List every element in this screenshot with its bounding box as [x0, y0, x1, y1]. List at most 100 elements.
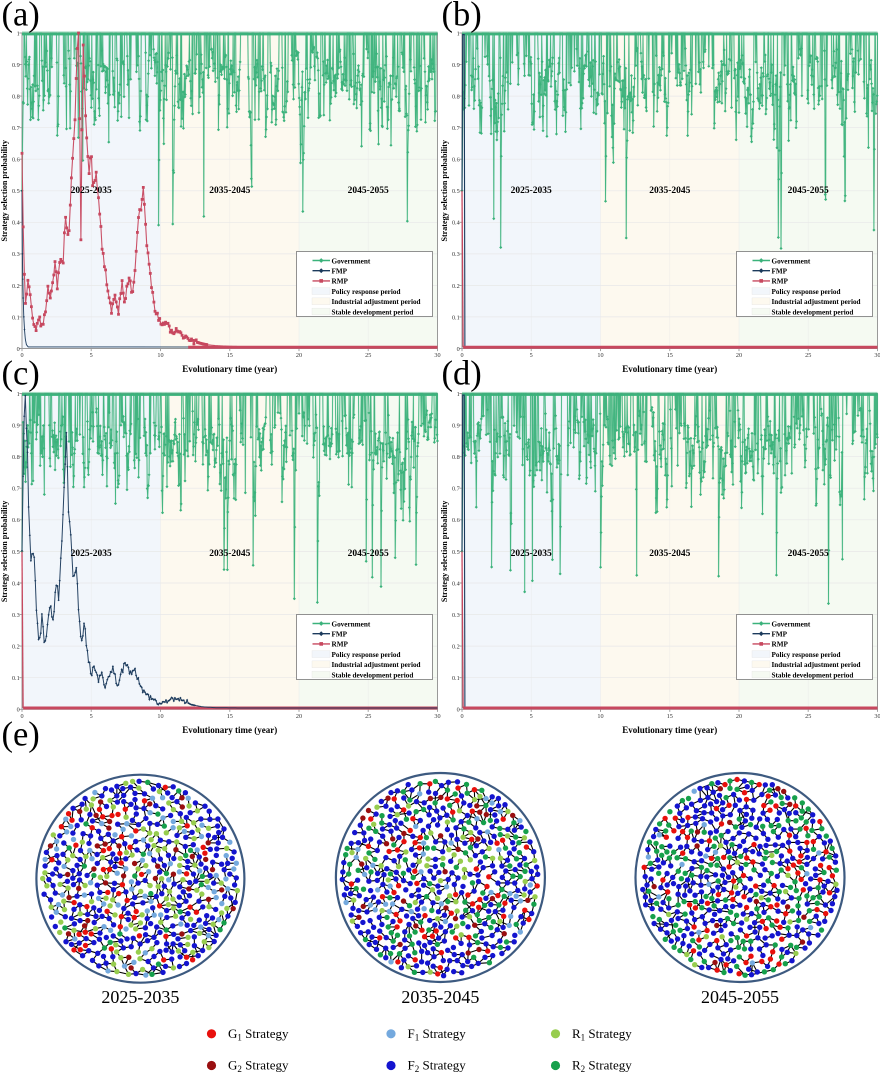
svg-text:0: 0	[20, 352, 23, 359]
svg-text:0.2: 0.2	[452, 644, 460, 651]
svg-text:0.4: 0.4	[452, 220, 460, 227]
svg-text:G2 Strategy: G2 Strategy	[228, 1058, 289, 1075]
svg-text:0.6: 0.6	[452, 157, 460, 164]
svg-text:Stable development period: Stable development period	[772, 308, 854, 316]
svg-text:0.8: 0.8	[12, 454, 20, 461]
svg-text:2045-2055: 2045-2055	[788, 186, 829, 196]
svg-text:0.4: 0.4	[12, 220, 20, 227]
svg-text:2045-2055: 2045-2055	[788, 549, 829, 559]
svg-text:0.3: 0.3	[12, 251, 20, 258]
svg-text:2035-2045: 2035-2045	[401, 987, 479, 1007]
svg-text:10: 10	[597, 713, 603, 720]
svg-text:F2 Strategy: F2 Strategy	[408, 1058, 467, 1075]
svg-text:0.4: 0.4	[12, 580, 20, 587]
svg-text:20: 20	[296, 352, 302, 359]
svg-text:15: 15	[667, 352, 673, 359]
svg-text:RMP: RMP	[772, 278, 789, 286]
svg-text:10: 10	[157, 713, 163, 720]
svg-text:2025-2035: 2025-2035	[511, 549, 552, 559]
svg-text:Government: Government	[332, 257, 371, 265]
svg-text:0.5: 0.5	[12, 188, 20, 195]
svg-text:Policy response period: Policy response period	[772, 651, 841, 659]
svg-text:0.5: 0.5	[452, 549, 460, 556]
svg-text:20: 20	[296, 713, 302, 720]
svg-text:RMP: RMP	[772, 641, 789, 649]
svg-text:Strategy selection probability: Strategy selection probability	[0, 140, 9, 241]
svg-text:F1 Strategy: F1 Strategy	[408, 1026, 467, 1043]
svg-text:0.6: 0.6	[12, 517, 20, 524]
svg-text:0.2: 0.2	[12, 644, 20, 651]
svg-text:2025-2035: 2025-2035	[71, 186, 112, 196]
svg-text:R1 Strategy: R1 Strategy	[572, 1026, 632, 1043]
svg-text:0.1: 0.1	[452, 314, 460, 321]
svg-text:0.6: 0.6	[12, 157, 20, 164]
svg-text:30: 30	[874, 352, 880, 359]
svg-text:5: 5	[90, 352, 93, 359]
svg-text:Industrial adjustment period: Industrial adjustment period	[772, 298, 861, 306]
svg-text:Industrial adjustment period: Industrial adjustment period	[332, 661, 421, 669]
svg-text:(b): (b)	[442, 0, 482, 34]
svg-text:2045-2055: 2045-2055	[348, 186, 389, 196]
svg-text:30: 30	[434, 352, 440, 359]
svg-text:(a): (a)	[2, 0, 40, 34]
svg-text:RMP: RMP	[332, 278, 349, 286]
svg-text:2035-2045: 2035-2045	[209, 186, 250, 196]
svg-text:15: 15	[227, 713, 233, 720]
svg-text:15: 15	[667, 713, 673, 720]
svg-text:2035-2045: 2035-2045	[649, 186, 690, 196]
svg-text:Strategy selection probability: Strategy selection probability	[440, 140, 449, 241]
svg-text:R2 Strategy: R2 Strategy	[572, 1058, 632, 1075]
svg-text:0: 0	[457, 707, 460, 714]
svg-text:0.2: 0.2	[452, 283, 460, 290]
svg-text:2025-2035: 2025-2035	[511, 186, 552, 196]
svg-text:1: 1	[457, 30, 460, 37]
svg-text:1: 1	[17, 391, 20, 398]
svg-text:0.3: 0.3	[452, 612, 460, 619]
svg-text:0.9: 0.9	[12, 423, 20, 430]
svg-text:Policy response period: Policy response period	[772, 288, 841, 296]
svg-text:0: 0	[17, 707, 20, 714]
svg-text:Evolutionary time (year): Evolutionary time (year)	[622, 725, 717, 735]
svg-text:0.9: 0.9	[452, 423, 460, 430]
svg-text:0.3: 0.3	[12, 612, 20, 619]
svg-text:FMP: FMP	[332, 631, 348, 639]
svg-text:2045-2055: 2045-2055	[348, 549, 389, 559]
svg-text:Strategy selection probability: Strategy selection probability	[0, 501, 9, 602]
svg-text:Policy response period: Policy response period	[332, 651, 401, 659]
svg-text:0.5: 0.5	[452, 188, 460, 195]
svg-text:FMP: FMP	[772, 268, 788, 276]
svg-text:20: 20	[736, 352, 742, 359]
svg-text:Evolutionary time (year): Evolutionary time (year)	[622, 364, 717, 374]
svg-text:0: 0	[457, 346, 460, 353]
svg-text:2035-2045: 2035-2045	[649, 549, 690, 559]
svg-text:2035-2045: 2035-2045	[209, 549, 250, 559]
svg-text:2045-2055: 2045-2055	[701, 987, 779, 1007]
svg-text:0.8: 0.8	[452, 454, 460, 461]
svg-text:0.8: 0.8	[452, 94, 460, 101]
svg-text:0: 0	[460, 352, 463, 359]
svg-text:G1 Strategy: G1 Strategy	[228, 1026, 289, 1043]
svg-text:0.4: 0.4	[452, 580, 460, 587]
svg-text:25: 25	[805, 352, 811, 359]
svg-text:0.3: 0.3	[452, 251, 460, 258]
svg-text:0.7: 0.7	[452, 125, 460, 132]
svg-text:(d): (d)	[442, 355, 482, 393]
svg-text:Government: Government	[772, 257, 811, 265]
svg-text:0.9: 0.9	[12, 62, 20, 69]
svg-text:10: 10	[597, 352, 603, 359]
svg-text:5: 5	[90, 713, 93, 720]
svg-text:0.9: 0.9	[452, 62, 460, 69]
svg-text:0: 0	[460, 713, 463, 720]
svg-text:Policy response period: Policy response period	[332, 288, 401, 296]
svg-text:Industrial adjustment period: Industrial adjustment period	[332, 298, 421, 306]
svg-text:Strategy selection probability: Strategy selection probability	[440, 501, 449, 602]
svg-text:0.7: 0.7	[12, 486, 20, 493]
svg-text:FMP: FMP	[332, 268, 348, 276]
svg-text:1: 1	[17, 30, 20, 37]
svg-text:(e): (e)	[2, 716, 40, 754]
svg-text:FMP: FMP	[772, 631, 788, 639]
svg-text:30: 30	[874, 713, 880, 720]
svg-text:Stable development period: Stable development period	[772, 671, 854, 679]
svg-text:20: 20	[736, 713, 742, 720]
svg-text:0.1: 0.1	[12, 675, 20, 682]
